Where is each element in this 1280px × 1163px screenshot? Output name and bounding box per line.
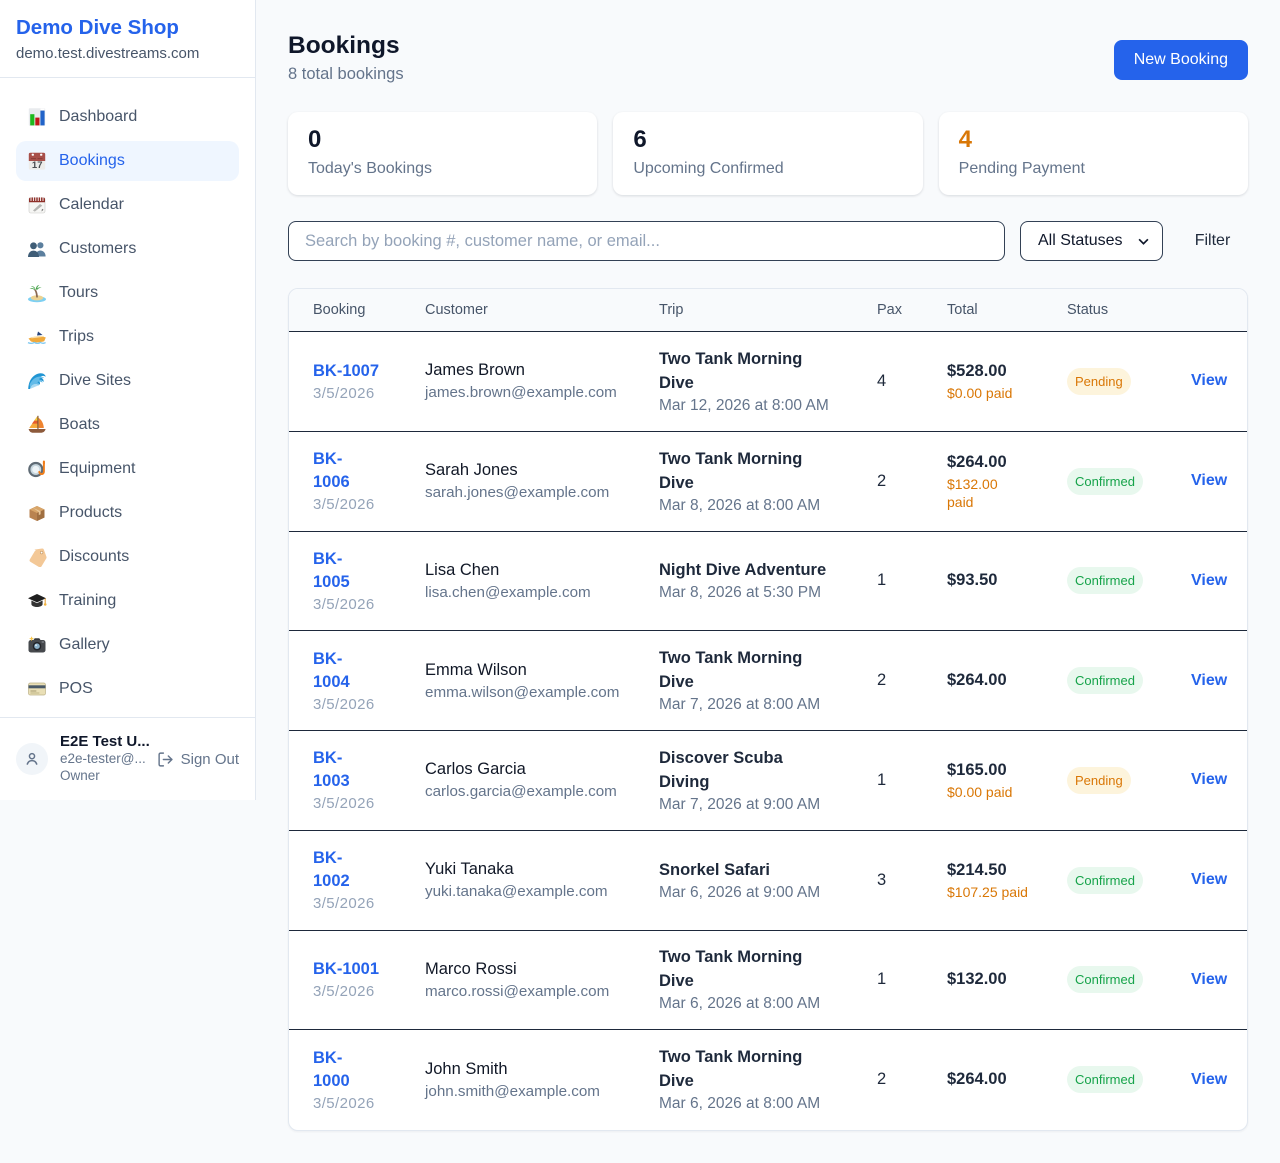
svg-text:17: 17 [32,160,43,171]
